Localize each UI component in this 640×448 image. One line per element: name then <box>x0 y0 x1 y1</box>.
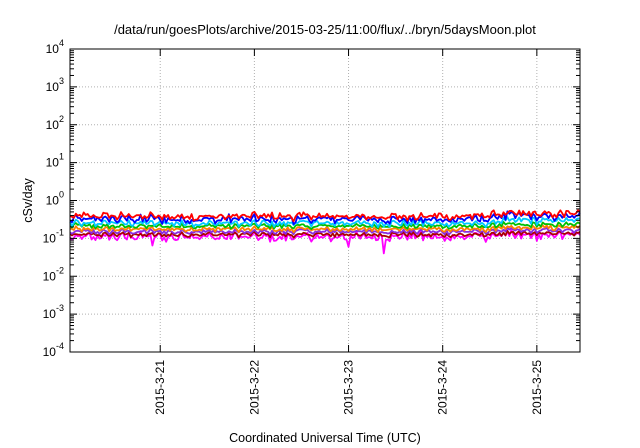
x-tick-label: 2015-3-23 <box>342 360 356 415</box>
y-tick-label: 100 <box>46 190 64 208</box>
x-tick-label: 2015-3-24 <box>436 360 450 415</box>
y-tick-label: 102 <box>46 114 64 132</box>
y-tick-label: 103 <box>46 76 64 94</box>
series-line <box>69 226 581 236</box>
y-tick-label: 10-4 <box>43 341 64 359</box>
y-tick-label: 10-1 <box>43 227 64 245</box>
y-tick-labels: 10-4 10-3 10-2 10-1 100 101 102 103 104 <box>43 38 64 359</box>
y-tick-label: 10-3 <box>43 303 64 321</box>
series-line <box>69 216 580 229</box>
y-axis-label: cSv/day <box>21 178 35 223</box>
series-line <box>70 224 581 234</box>
x-tick-labels: 2015-3-21 2015-3-22 2015-3-23 2015-3-24 2015… <box>153 360 544 415</box>
series-line <box>69 229 581 239</box>
grid <box>70 49 580 352</box>
series-line <box>69 209 581 223</box>
x-axis-label: Coordinated Universal Time (UTC) <box>229 431 421 445</box>
x-tick-label: 2015-3-25 <box>530 360 544 415</box>
y-tick-label: 104 <box>46 38 64 56</box>
ticks <box>70 48 580 353</box>
x-tick-label: 2015-3-21 <box>153 360 167 415</box>
series-group <box>69 209 581 255</box>
y-tick-label: 101 <box>46 152 64 170</box>
x-tick-label: 2015-3-22 <box>247 360 261 415</box>
y-tick-label: 10-2 <box>43 265 64 283</box>
chart-title: /data/run/goesPlots/archive/2015-03-25/1… <box>114 22 536 37</box>
